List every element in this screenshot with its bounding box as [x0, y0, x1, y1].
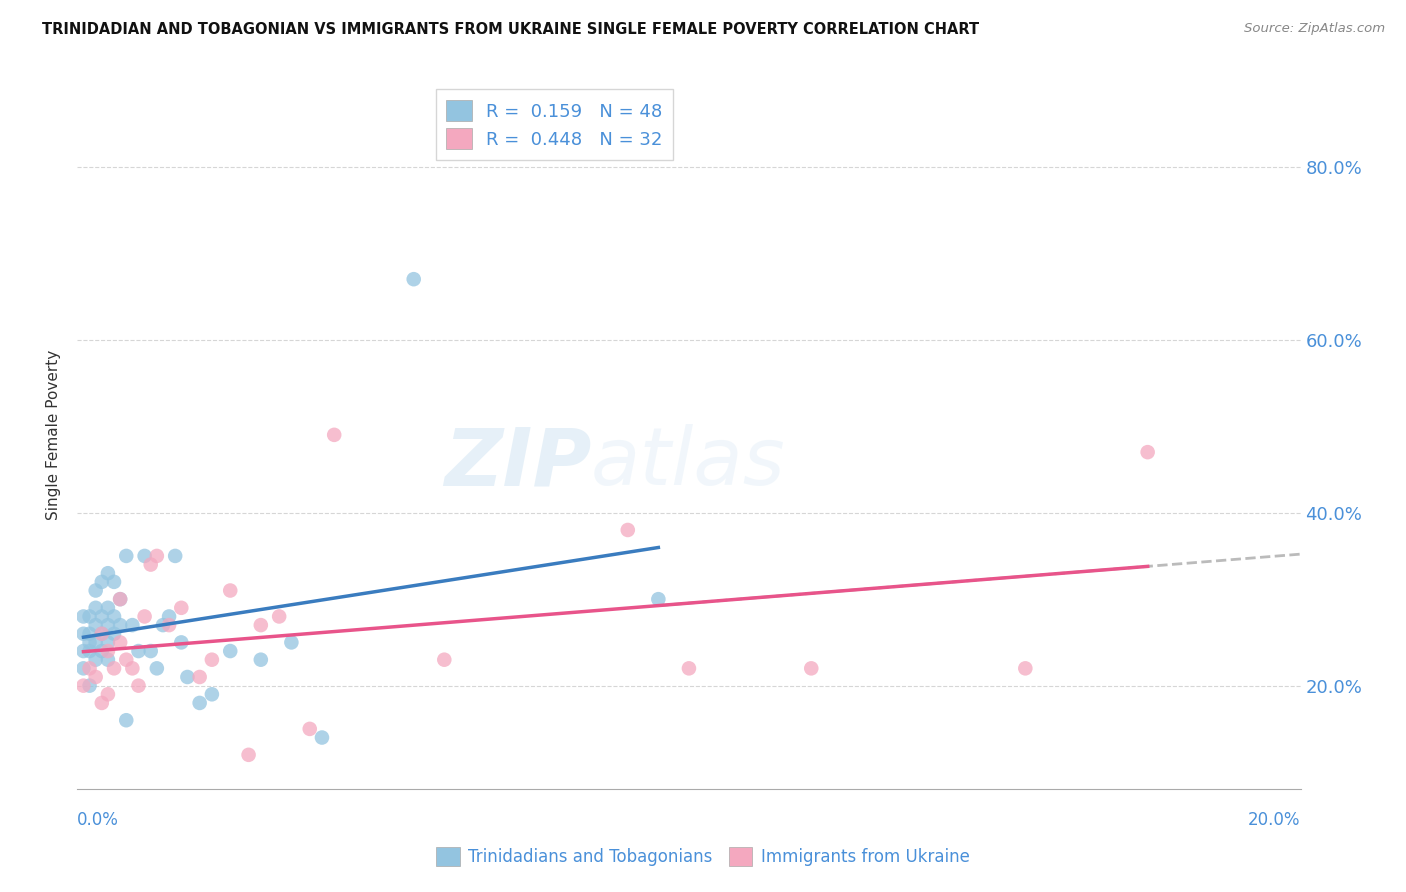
Point [90, 626, 112, 640]
Point [134, 609, 156, 624]
Point [250, 618, 273, 632]
Point [219, 583, 242, 598]
Point [84, 653, 107, 667]
Legend: R =  0.159   N = 48, R =  0.448   N = 32: R = 0.159 N = 48, R = 0.448 N = 32 [436, 89, 673, 160]
Point [97, 653, 120, 667]
Point [280, 635, 302, 649]
Point [134, 549, 156, 563]
Point [128, 644, 150, 658]
Point [139, 644, 162, 658]
Point [103, 626, 125, 640]
Point [115, 549, 138, 563]
Point [79, 679, 101, 693]
Point [90, 644, 112, 658]
Point [157, 618, 180, 632]
Point [97, 644, 120, 658]
Text: ZIP: ZIP [444, 425, 591, 502]
Point [79, 644, 101, 658]
Point [238, 747, 260, 762]
Point [90, 609, 112, 624]
Point [157, 609, 180, 624]
Point [108, 592, 131, 607]
Point [84, 600, 107, 615]
Point [139, 558, 162, 572]
Point [79, 635, 101, 649]
Point [201, 687, 224, 701]
Point [97, 566, 120, 581]
Point [115, 713, 138, 727]
Point [250, 653, 273, 667]
Point [170, 635, 193, 649]
Point [170, 600, 193, 615]
Text: atlas: atlas [591, 425, 786, 502]
Point [97, 635, 120, 649]
Point [201, 653, 224, 667]
Point [800, 661, 823, 675]
Point [84, 583, 107, 598]
Text: 0.0%: 0.0% [77, 811, 120, 829]
Point [146, 549, 169, 563]
Text: Source: ZipAtlas.com: Source: ZipAtlas.com [1244, 22, 1385, 36]
Point [128, 679, 150, 693]
Point [269, 609, 291, 624]
Point [84, 670, 107, 684]
Point [108, 592, 131, 607]
Point [176, 670, 198, 684]
Point [90, 574, 112, 589]
Point [647, 592, 669, 607]
Point [79, 626, 101, 640]
Legend: Trinidadians and Tobagonians, Immigrants from Ukraine: Trinidadians and Tobagonians, Immigrants… [430, 840, 976, 872]
Point [678, 661, 700, 675]
Point [323, 428, 346, 442]
Point [97, 618, 120, 632]
Point [72, 626, 94, 640]
Point [188, 670, 211, 684]
Point [402, 272, 425, 286]
Point [79, 609, 101, 624]
Point [72, 609, 94, 624]
Point [152, 618, 174, 632]
Point [103, 574, 125, 589]
Point [165, 549, 187, 563]
Point [97, 687, 120, 701]
Point [298, 722, 321, 736]
Point [84, 618, 107, 632]
Point [617, 523, 640, 537]
Point [146, 661, 169, 675]
Text: TRINIDADIAN AND TOBAGONIAN VS IMMIGRANTS FROM UKRAINE SINGLE FEMALE POVERTY CORR: TRINIDADIAN AND TOBAGONIAN VS IMMIGRANTS… [42, 22, 980, 37]
Point [433, 653, 456, 667]
Point [311, 731, 333, 745]
Point [1014, 661, 1036, 675]
Point [79, 661, 101, 675]
Point [84, 635, 107, 649]
Point [121, 618, 143, 632]
Point [72, 644, 94, 658]
Point [219, 644, 242, 658]
Point [121, 661, 143, 675]
Point [90, 696, 112, 710]
Point [115, 653, 138, 667]
Point [103, 609, 125, 624]
Point [90, 626, 112, 640]
Point [108, 618, 131, 632]
Point [188, 696, 211, 710]
Point [108, 635, 131, 649]
Point [72, 679, 94, 693]
Text: 20.0%: 20.0% [1249, 811, 1301, 829]
Y-axis label: Single Female Poverty: Single Female Poverty [46, 350, 62, 520]
Point [72, 661, 94, 675]
Point [103, 661, 125, 675]
Point [97, 600, 120, 615]
Point [1136, 445, 1159, 459]
